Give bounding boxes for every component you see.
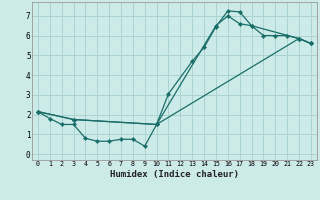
X-axis label: Humidex (Indice chaleur): Humidex (Indice chaleur) [110, 170, 239, 179]
